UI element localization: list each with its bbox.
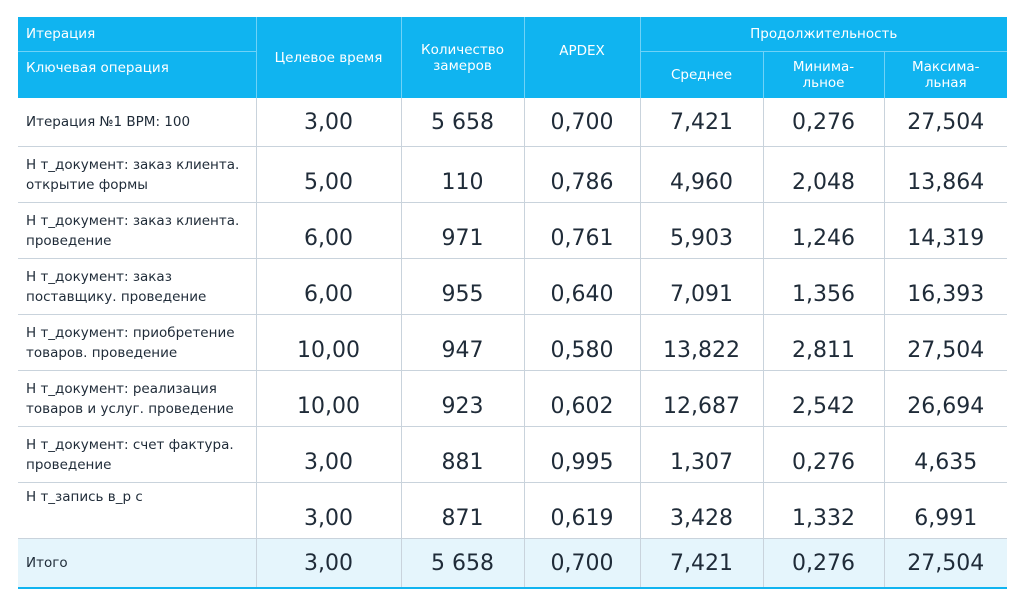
target-time-cell: 10,00 bbox=[255, 370, 401, 427]
header-count: Количество замеров bbox=[400, 17, 524, 98]
total-label-cell: Итого bbox=[18, 538, 256, 589]
max-cell: 6,991 bbox=[883, 482, 1008, 539]
total-apdex-cell: 0,700 bbox=[523, 538, 640, 589]
avg-cell: 13,822 bbox=[639, 314, 763, 371]
avg-cell: 12,687 bbox=[639, 370, 763, 427]
min-cell: 1,332 bbox=[762, 482, 884, 539]
apdex-cell: 0,786 bbox=[523, 146, 640, 203]
header-apdex-label: APDEX bbox=[559, 42, 605, 59]
header-target-time: Целевое время bbox=[255, 17, 401, 98]
operation-cell: Н т_документ: заказ поставщику. проведен… bbox=[18, 258, 256, 315]
max-cell: 13,864 bbox=[883, 146, 1008, 203]
operation-cell: Н т_документ: приобретение товаров. пров… bbox=[18, 314, 256, 371]
min-cell: 1,356 bbox=[762, 258, 884, 315]
table-row: Н т_документ: заказ поставщику. проведен… bbox=[18, 258, 1008, 315]
operation-cell: Н т_документ: реализация товаров и услуг… bbox=[18, 370, 256, 427]
table-header: Итерация Целевое время Количество замеро… bbox=[18, 17, 1008, 98]
count-cell: 881 bbox=[400, 426, 524, 483]
target-time-cell: 5,00 bbox=[255, 146, 401, 203]
total-target-time-cell: 3,00 bbox=[255, 538, 401, 589]
count-cell: 110 bbox=[400, 146, 524, 203]
operation-cell: Н т_запись в_р с bbox=[18, 482, 256, 539]
table-row: Итерация №1 BPM: 100 3,00 5 658 0,700 7,… bbox=[18, 98, 1008, 147]
max-cell: 14,319 bbox=[883, 202, 1008, 259]
header-min: Минима-льное bbox=[762, 51, 884, 98]
apdex-cell: 0,619 bbox=[523, 482, 640, 539]
performance-table: Итерация Целевое время Количество замеро… bbox=[18, 17, 1008, 589]
table-row: Н т_запись в_р с 3,00 871 0,619 3,428 1,… bbox=[18, 482, 1008, 539]
table-row: Н т_документ: реализация товаров и услуг… bbox=[18, 370, 1008, 427]
apdex-cell: 0,580 bbox=[523, 314, 640, 371]
avg-cell: 1,307 bbox=[639, 426, 763, 483]
min-cell: 2,048 bbox=[762, 146, 884, 203]
apdex-cell: 0,995 bbox=[523, 426, 640, 483]
min-cell: 2,811 bbox=[762, 314, 884, 371]
avg-cell: 5,903 bbox=[639, 202, 763, 259]
apdex-cell: 0,761 bbox=[523, 202, 640, 259]
target-time-cell: 3,00 bbox=[255, 482, 401, 539]
avg-cell: 4,960 bbox=[639, 146, 763, 203]
header-duration: Продолжительность bbox=[639, 17, 1008, 52]
max-cell: 26,694 bbox=[883, 370, 1008, 427]
min-cell: 0,276 bbox=[762, 98, 884, 147]
count-cell: 871 bbox=[400, 482, 524, 539]
table-row: Н т_документ: счет фактура. проведение 3… bbox=[18, 426, 1008, 483]
table-row: Н т_документ: заказ клиента. проведение … bbox=[18, 202, 1008, 259]
count-cell: 947 bbox=[400, 314, 524, 371]
count-cell: 923 bbox=[400, 370, 524, 427]
table-body: Итерация №1 BPM: 100 3,00 5 658 0,700 7,… bbox=[18, 98, 1008, 589]
target-time-cell: 6,00 bbox=[255, 202, 401, 259]
max-cell: 16,393 bbox=[883, 258, 1008, 315]
header-avg: Среднее bbox=[639, 51, 763, 98]
total-count-cell: 5 658 bbox=[400, 538, 524, 589]
header-count-label: Количество замеров bbox=[420, 41, 505, 74]
total-row: Итого 3,00 5 658 0,700 7,421 0,276 27,50… bbox=[18, 538, 1008, 589]
header-max: Максима-льная bbox=[883, 51, 1008, 98]
target-time-cell: 10,00 bbox=[255, 314, 401, 371]
avg-cell: 3,428 bbox=[639, 482, 763, 539]
operation-cell: Н т_документ: счет фактура. проведение bbox=[18, 426, 256, 483]
header-iteration: Итерация bbox=[18, 17, 256, 52]
total-min-cell: 0,276 bbox=[762, 538, 884, 589]
performance-table-container: Итерация Целевое время Количество замеро… bbox=[18, 17, 1008, 589]
target-time-cell: 3,00 bbox=[255, 98, 401, 147]
avg-cell: 7,421 bbox=[639, 98, 763, 147]
header-max-label: Максима-льная bbox=[911, 59, 980, 91]
target-time-cell: 6,00 bbox=[255, 258, 401, 315]
header-apdex: APDEX bbox=[523, 17, 640, 98]
operation-cell: Итерация №1 BPM: 100 bbox=[18, 98, 256, 147]
count-cell: 971 bbox=[400, 202, 524, 259]
avg-cell: 7,091 bbox=[639, 258, 763, 315]
apdex-cell: 0,640 bbox=[523, 258, 640, 315]
count-cell: 955 bbox=[400, 258, 524, 315]
header-key-operation: Ключевая операция bbox=[18, 51, 256, 98]
max-cell: 27,504 bbox=[883, 314, 1008, 371]
min-cell: 1,246 bbox=[762, 202, 884, 259]
target-time-cell: 3,00 bbox=[255, 426, 401, 483]
operation-cell: Н т_документ: заказ клиента. проведение bbox=[18, 202, 256, 259]
total-max-cell: 27,504 bbox=[883, 538, 1008, 589]
total-avg-cell: 7,421 bbox=[639, 538, 763, 589]
count-cell: 5 658 bbox=[400, 98, 524, 147]
max-cell: 4,635 bbox=[883, 426, 1008, 483]
min-cell: 2,542 bbox=[762, 370, 884, 427]
max-cell: 27,504 bbox=[883, 98, 1008, 147]
table-row: Н т_документ: заказ клиента. открытие фо… bbox=[18, 146, 1008, 203]
header-min-label: Минима-льное bbox=[792, 59, 855, 91]
apdex-cell: 0,602 bbox=[523, 370, 640, 427]
apdex-cell: 0,700 bbox=[523, 98, 640, 147]
min-cell: 0,276 bbox=[762, 426, 884, 483]
table-row: Н т_документ: приобретение товаров. пров… bbox=[18, 314, 1008, 371]
operation-cell: Н т_документ: заказ клиента. открытие фо… bbox=[18, 146, 256, 203]
